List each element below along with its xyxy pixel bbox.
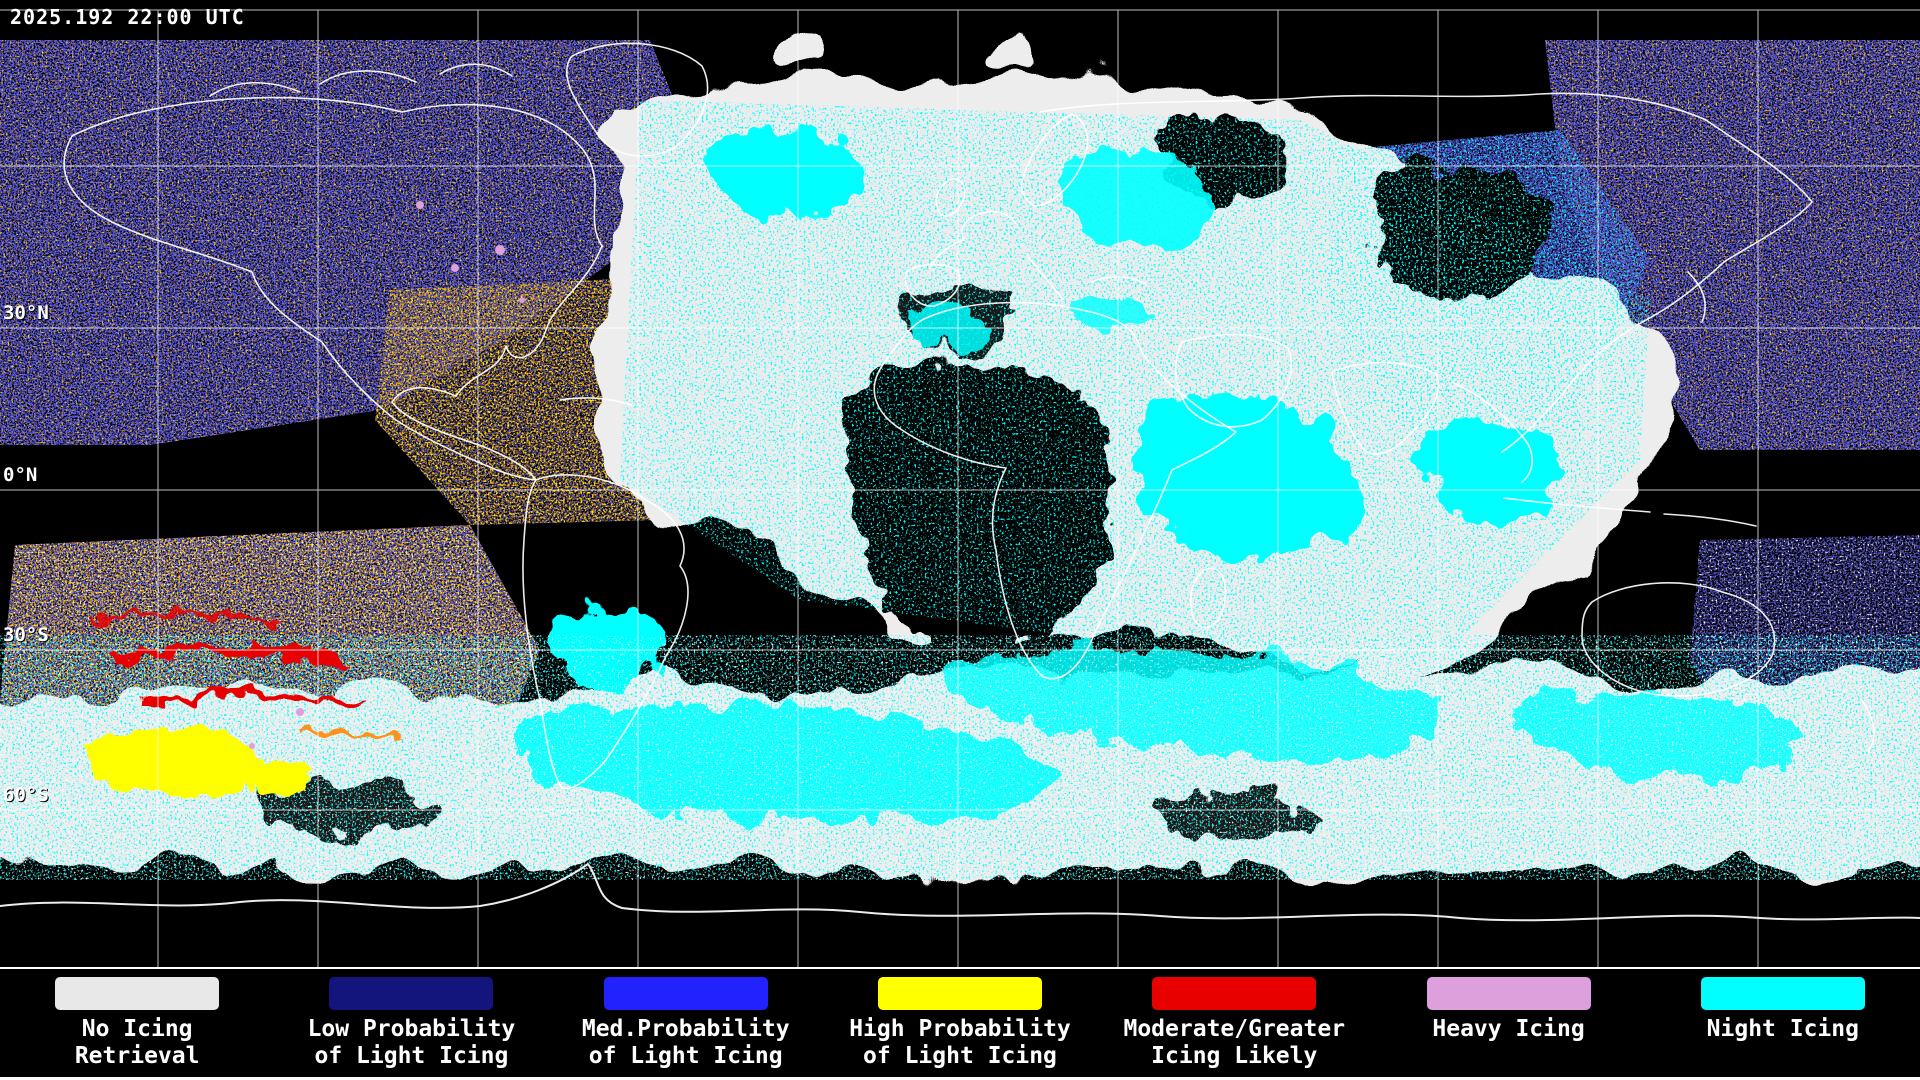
global-icing-map: 2025.192 22:00 UTC 30°N 0°N 30°S 60°S [0, 5, 1920, 967]
speckle-north-pacific-atlantic [0, 40, 690, 445]
legend-label-line: No Icing [81, 1016, 193, 1042]
timestamp-label: 2025.192 22:00 UTC [10, 5, 245, 29]
lat-label-30s: 30°S [3, 624, 49, 646]
legend-item-no-icing-retrieval: No Icing Retrieval [0, 969, 274, 1080]
legend-label-line: Heavy Icing [1432, 1016, 1585, 1042]
legend-item-low-probability: Low Probability of Light Icing [274, 969, 548, 1080]
legend-label-line: of Light Icing [314, 1043, 509, 1070]
legend-label-line: Moderate/Greater [1123, 1016, 1346, 1042]
legend-swatch-moderate-greater [1152, 977, 1317, 1010]
legend-item-med-probability: Med.Probability of Light Icing [549, 969, 823, 1080]
legend-label-low-probability: Low Probability of Light Icing [308, 1016, 516, 1070]
legend-item-heavy-icing: Heavy Icing [1371, 969, 1645, 1080]
map-gridlines [0, 9, 1920, 967]
legend-swatch-no-icing-retrieval [55, 977, 220, 1010]
map-canvas [0, 9, 1920, 967]
legend-item-night-icing: Night Icing [1646, 969, 1920, 1080]
legend-swatch-med-probability [603, 977, 768, 1010]
lat-label-0n: 0°N [3, 464, 38, 486]
legend-swatch-low-probability [329, 977, 494, 1010]
legend-item-moderate-greater: Moderate/Greater Icing Likely [1097, 969, 1371, 1080]
southern-band-speckle [0, 635, 1920, 880]
legend-item-high-probability: High Probability of Light Icing [823, 969, 1097, 1080]
bottom-border-line [0, 1077, 1920, 1080]
lat-label-30n: 30°N [3, 302, 49, 324]
legend-swatch-heavy-icing [1426, 977, 1591, 1010]
legend-label-night-icing: Night Icing [1707, 1016, 1859, 1043]
legend-label-line: Low Probability [307, 1016, 516, 1042]
heavy-icing-specks [249, 201, 525, 749]
legend-label-line: Icing Likely [1151, 1043, 1318, 1070]
legend-label-high-probability: High Probability of Light Icing [849, 1016, 1071, 1070]
lat-label-60s: 60°S [3, 784, 49, 806]
coastlines [0, 42, 1920, 922]
legend-label-no-icing-retrieval: No Icing Retrieval [75, 1016, 200, 1070]
legend-label-line: High Probability [849, 1016, 1071, 1042]
legend-swatch-night-icing [1700, 977, 1865, 1010]
legend-label-heavy-icing: Heavy Icing [1432, 1016, 1584, 1043]
legend-label-line: Med.Probability [581, 1016, 790, 1042]
legend-label-line: of Light Icing [588, 1043, 783, 1070]
high-icing-blobs [88, 610, 402, 798]
legend-swatch-high-probability [877, 977, 1042, 1010]
legend-label-line: Night Icing [1706, 1016, 1859, 1042]
legend-label-line: Retrieval [74, 1043, 200, 1070]
legend: No Icing Retrieval Low Probability of Li… [0, 967, 1920, 1080]
legend-label-moderate-greater: Moderate/Greater Icing Likely [1123, 1016, 1345, 1070]
legend-label-line: of Light Icing [863, 1043, 1057, 1070]
legend-label-med-probability: Med.Probability of Light Icing [582, 1016, 790, 1070]
